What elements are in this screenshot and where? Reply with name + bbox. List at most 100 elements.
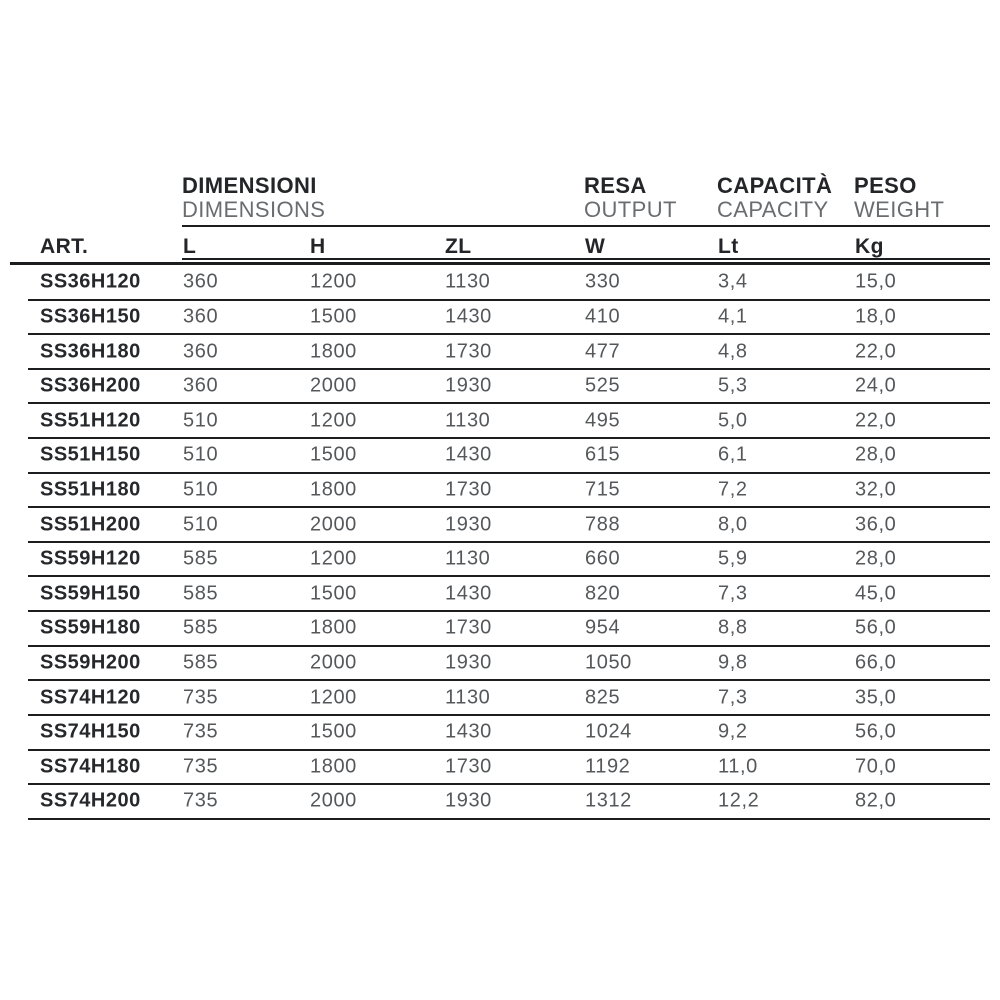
- cell-kg: 66,0: [855, 651, 897, 674]
- cell-zl: 1130: [445, 686, 491, 709]
- cell-l: 585: [183, 616, 219, 639]
- cell-zl: 1930: [445, 374, 492, 397]
- cell-l: 510: [183, 409, 219, 432]
- cell-zl: 1430: [445, 443, 492, 466]
- cell-h: 2000: [310, 651, 357, 674]
- cell-w: 660: [585, 547, 621, 570]
- row-rule: [28, 679, 990, 682]
- cell-zl: 1730: [445, 755, 492, 778]
- cell-h: 1800: [310, 616, 357, 639]
- cell-lt: 4,1: [718, 305, 748, 328]
- cell-zl: 1430: [445, 582, 492, 605]
- cell-art: SS51H120: [40, 409, 141, 432]
- cell-lt: 11,0: [718, 755, 758, 778]
- cell-h: 1200: [310, 409, 357, 432]
- table-row: SS74H180 735 1800 1730 1192 11,0 70,0: [0, 750, 1000, 786]
- cell-zl: 1730: [445, 340, 492, 363]
- row-rule: [28, 437, 990, 440]
- cell-l: 360: [183, 305, 219, 328]
- group-label-en: DIMENSIONS: [182, 197, 326, 222]
- cell-l: 360: [183, 270, 219, 293]
- cell-art: SS59H120: [40, 547, 141, 570]
- table-row: SS36H200 360 2000 1930 525 5,3 24,0: [0, 369, 1000, 405]
- row-rule: [28, 540, 990, 543]
- cell-h: 1500: [310, 582, 357, 605]
- column-group-output: RESA OUTPUT: [584, 174, 677, 222]
- table-row: SS74H200 735 2000 1930 1312 12,2 82,0: [0, 784, 1000, 820]
- cell-h: 1500: [310, 720, 357, 743]
- cell-h: 1200: [310, 270, 357, 293]
- cell-kg: 22,0: [855, 340, 897, 363]
- row-rule: [28, 402, 990, 405]
- cell-l: 510: [183, 443, 219, 466]
- cell-h: 2000: [310, 374, 357, 397]
- header-w: W: [585, 235, 606, 258]
- cell-lt: 7,2: [718, 478, 748, 501]
- cell-kg: 82,0: [855, 789, 897, 812]
- cell-w: 1192: [585, 755, 631, 778]
- row-rule: [28, 575, 990, 578]
- cell-l: 585: [183, 582, 219, 605]
- row-rule: [28, 298, 990, 301]
- header-kg: Kg: [855, 235, 884, 258]
- cell-w: 825: [585, 686, 621, 709]
- row-rule: [28, 644, 990, 647]
- cell-l: 360: [183, 374, 219, 397]
- cell-kg: 56,0: [855, 720, 897, 743]
- cell-kg: 18,0: [855, 305, 897, 328]
- cell-art: SS36H200: [40, 374, 141, 397]
- cell-zl: 1130: [445, 270, 491, 293]
- row-rule: [28, 471, 990, 474]
- cell-lt: 9,8: [718, 651, 748, 674]
- cell-lt: 7,3: [718, 686, 748, 709]
- cell-w: 330: [585, 270, 621, 293]
- cell-w: 1050: [585, 651, 632, 674]
- cell-kg: 28,0: [855, 443, 897, 466]
- group-label-it: CAPACITÀ: [717, 173, 833, 198]
- cell-h: 1800: [310, 340, 357, 363]
- header-h: H: [310, 235, 326, 258]
- row-rule: [28, 367, 990, 370]
- cell-l: 735: [183, 789, 219, 812]
- cell-w: 410: [585, 305, 621, 328]
- group-label-it: RESA: [584, 173, 647, 198]
- cell-kg: 35,0: [855, 686, 897, 709]
- cell-lt: 9,2: [718, 720, 748, 743]
- cell-l: 360: [183, 340, 219, 363]
- cell-h: 1800: [310, 478, 357, 501]
- cell-l: 510: [183, 513, 219, 536]
- cell-zl: 1730: [445, 478, 492, 501]
- cell-art: SS59H180: [40, 616, 141, 639]
- cell-lt: 8,0: [718, 513, 748, 536]
- header-zl: ZL: [445, 235, 472, 258]
- group-label-it: DIMENSIONI: [182, 173, 317, 198]
- cell-l: 735: [183, 686, 219, 709]
- header-l: L: [183, 235, 197, 258]
- table-row: SS36H120 360 1200 1130 330 3,4 15,0: [0, 265, 1000, 301]
- header-art: ART.: [40, 235, 89, 258]
- header-lt: Lt: [718, 235, 739, 258]
- cell-zl: 1430: [445, 305, 492, 328]
- cell-w: 788: [585, 513, 621, 536]
- cell-lt: 5,3: [718, 374, 748, 397]
- row-rule: [28, 783, 990, 786]
- cell-lt: 6,1: [718, 443, 748, 466]
- cell-kg: 45,0: [855, 582, 897, 605]
- cell-w: 1312: [585, 789, 632, 812]
- table-row: SS59H180 585 1800 1730 954 8,8 56,0: [0, 611, 1000, 647]
- group-label-en: WEIGHT: [854, 197, 945, 222]
- row-rule: [28, 713, 990, 716]
- cell-h: 1200: [310, 547, 357, 570]
- table-top-rule: [10, 262, 990, 265]
- cell-w: 715: [585, 478, 621, 501]
- cell-art: SS74H180: [40, 755, 141, 778]
- cell-w: 820: [585, 582, 621, 605]
- row-rule: [28, 748, 990, 751]
- cell-kg: 28,0: [855, 547, 897, 570]
- cell-lt: 5,0: [718, 409, 748, 432]
- cell-art: SS74H200: [40, 789, 141, 812]
- table-row: SS51H120 510 1200 1130 495 5,0 22,0: [0, 403, 1000, 440]
- cell-zl: 1930: [445, 651, 492, 674]
- cell-w: 1024: [585, 720, 632, 743]
